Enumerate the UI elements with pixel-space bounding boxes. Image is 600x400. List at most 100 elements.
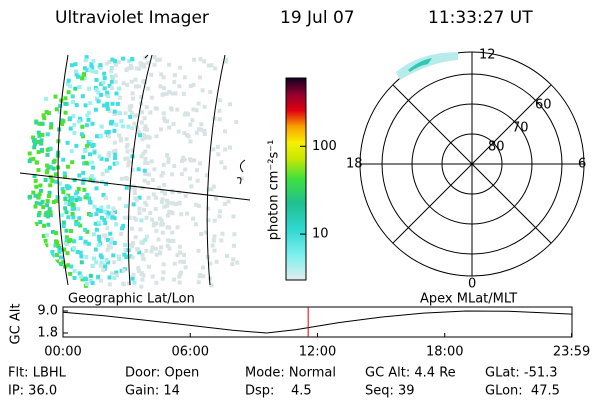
pixel [194, 202, 199, 207]
pixel [90, 65, 95, 70]
x-tick-label: 23:59 [553, 345, 590, 360]
pixel [140, 252, 145, 257]
pixel [60, 122, 65, 127]
pixel [125, 149, 130, 154]
pixel [178, 259, 183, 264]
pixel [159, 245, 164, 250]
pixel [73, 86, 78, 91]
pixel [128, 160, 132, 165]
pixel [107, 211, 112, 216]
pixel [124, 68, 129, 73]
pixel [117, 133, 122, 138]
pixel [86, 241, 91, 246]
pixel [112, 112, 117, 117]
pixel [165, 153, 169, 158]
pixel [66, 78, 71, 83]
pixel [68, 271, 73, 276]
pixel [152, 62, 157, 67]
pixel [201, 265, 205, 270]
pixel [45, 152, 50, 157]
pixel [93, 221, 98, 226]
pixel [120, 124, 125, 129]
pixel [34, 222, 39, 227]
pixel [228, 145, 232, 150]
pixel [142, 116, 147, 121]
pixel [163, 191, 168, 196]
pixel [64, 235, 69, 240]
pixel [177, 201, 182, 206]
pixel [128, 114, 133, 119]
pixel [126, 163, 131, 168]
pixel [119, 268, 124, 273]
pixel [103, 264, 108, 269]
pixel [98, 133, 103, 138]
pixel [66, 193, 71, 198]
pixel [119, 119, 124, 124]
pixel [114, 91, 119, 96]
pixel [65, 251, 70, 256]
time: 11:33:27 UT [428, 8, 533, 28]
pixel [110, 119, 114, 124]
pixel [223, 147, 228, 152]
pixel [212, 218, 217, 223]
pixel [153, 206, 158, 211]
pixel [188, 139, 193, 144]
pixel [146, 86, 151, 91]
pixel [127, 58, 132, 63]
y-tick-label: 1.8 [37, 326, 58, 341]
pixel [33, 178, 38, 183]
pixel [141, 257, 146, 261]
pixel [140, 110, 145, 115]
pixel [161, 270, 166, 275]
pixel [159, 72, 164, 77]
pixel [62, 171, 67, 176]
pixel [109, 79, 114, 84]
pixel [142, 178, 147, 183]
pixel [51, 200, 56, 204]
pixel [120, 226, 125, 231]
pixel [206, 187, 211, 192]
pixel [148, 110, 153, 115]
pixel [102, 217, 107, 222]
x-tick-label: 12:00 [299, 345, 336, 360]
pixel [121, 81, 126, 86]
pixel [83, 227, 88, 232]
pixel [70, 206, 75, 211]
pixel [161, 170, 166, 175]
pixel [85, 192, 90, 197]
pixel [107, 275, 112, 280]
pixel [66, 215, 71, 220]
pixel [165, 119, 169, 124]
pixel [166, 156, 171, 161]
pixel [176, 129, 181, 134]
pixel [130, 57, 135, 62]
pixel [99, 205, 104, 210]
pixel [63, 101, 68, 106]
pixel [130, 226, 134, 231]
pixel [99, 215, 104, 220]
pixel [60, 213, 64, 218]
pixel [85, 229, 90, 234]
pixel [123, 111, 128, 116]
pixel [149, 72, 154, 77]
pixel [170, 190, 175, 195]
pixel [45, 163, 50, 168]
pixel [106, 204, 111, 209]
polar-grid [359, 51, 585, 277]
pixel [140, 137, 145, 142]
pixel [124, 144, 129, 149]
pixel [146, 144, 151, 149]
pixel [101, 80, 106, 85]
pixel [109, 237, 114, 242]
pixel [161, 162, 166, 167]
pixel [34, 184, 39, 189]
pixel [193, 222, 198, 227]
pixel [99, 82, 104, 86]
pixel [38, 201, 43, 206]
pixel [178, 250, 182, 255]
pixel [55, 195, 60, 200]
pixel [150, 274, 155, 279]
pixel [111, 253, 116, 258]
mlt-label: 12 [479, 48, 496, 63]
pixel [94, 70, 99, 74]
